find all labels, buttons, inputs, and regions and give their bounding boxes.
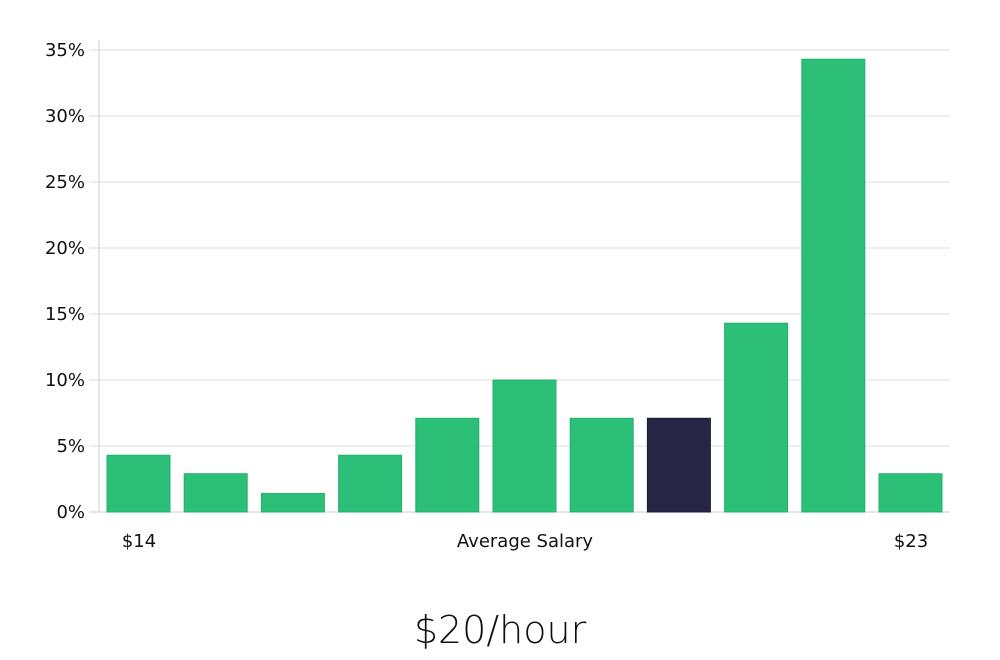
bar [878,473,943,513]
y-tick-label: 5% [56,436,85,457]
bar [260,493,325,513]
bar [106,454,171,513]
y-tick-label: 10% [45,370,85,391]
bar [569,417,634,513]
y-tick-label: 0% [56,502,85,523]
x-axis-title: Average Salary [457,531,594,552]
y-tick-label: 30% [45,106,85,127]
bar [415,417,480,513]
chart-title: $20/hour [413,608,587,652]
x-axis-min-label: $14 [122,531,156,552]
bar [183,473,248,513]
y-tick-label: 35% [45,40,85,61]
bars [106,58,943,513]
bar [492,379,557,513]
bar [801,58,866,513]
y-axis-ticks: 0% 5% 10% 15% 20% 25% 30% 35% [45,40,85,523]
bar [338,454,403,513]
y-tick-label: 15% [45,304,85,325]
bar [724,322,789,513]
x-axis-max-label: $23 [894,531,928,552]
y-tick-label: 20% [45,238,85,259]
y-tick-label: 25% [45,172,85,193]
bar-highlighted [646,417,711,513]
